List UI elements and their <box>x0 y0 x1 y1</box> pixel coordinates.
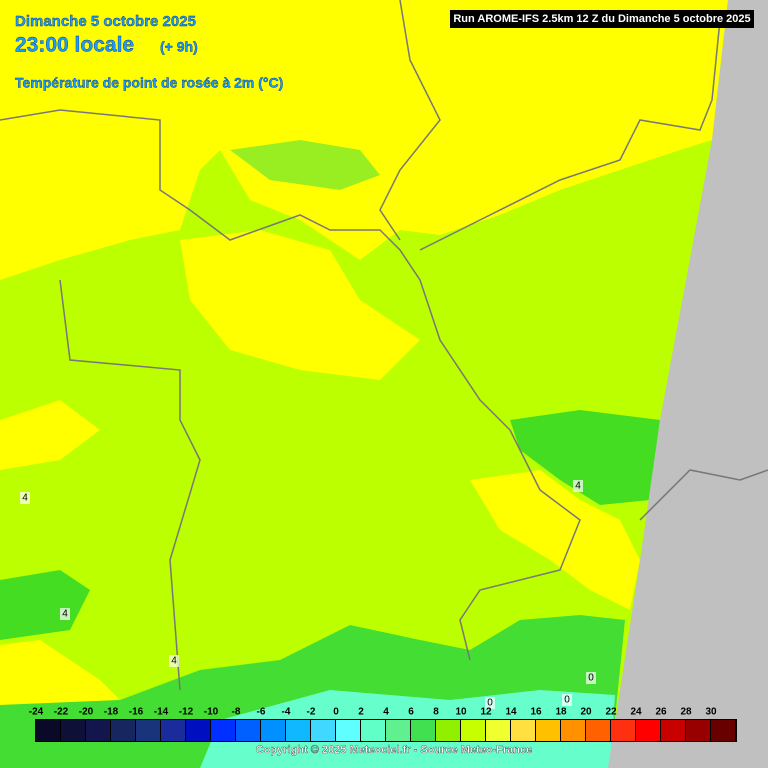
contour-label-bg <box>573 480 583 492</box>
legend-swatch <box>61 720 85 741</box>
contour-label: 0 <box>487 698 493 709</box>
legend-label: -12 <box>179 707 194 718</box>
legend-label: 4 <box>383 707 389 718</box>
legend-label: -10 <box>204 707 219 718</box>
contour-label: 4 <box>62 609 68 620</box>
legend-swatch <box>586 720 610 741</box>
legend-label: -24 <box>29 707 44 718</box>
legend-label: 14 <box>505 707 517 718</box>
run-banner <box>450 10 754 28</box>
legend-label: -2 <box>307 707 316 718</box>
contour-label-bg <box>169 655 179 667</box>
yellow-area <box>470 470 640 610</box>
legend-swatch <box>686 720 710 741</box>
yellow-area <box>180 230 420 380</box>
contour-label-bg <box>60 608 70 620</box>
legend-swatch <box>161 720 185 741</box>
legend-swatch <box>236 720 260 741</box>
legend-label: 6 <box>408 707 414 718</box>
outside-domain <box>608 0 768 768</box>
legend-swatch <box>111 720 135 741</box>
legend-label: 10 <box>455 707 467 718</box>
green-area <box>0 570 90 640</box>
legend-swatch <box>186 720 210 741</box>
contour-label: 0 <box>564 695 570 706</box>
contour-label: 4 <box>22 493 28 504</box>
legend-swatch <box>636 720 660 741</box>
legend-swatch <box>561 720 585 741</box>
legend-swatch <box>361 720 385 741</box>
legend-swatch <box>711 720 735 741</box>
legend-swatch <box>536 720 560 741</box>
yellow-area <box>0 640 120 705</box>
offset: (+ 9h) <box>160 39 198 55</box>
color-legend: -24 -22 -20 -18 -16 -14 -12 -10 -8 -6 -4 -2 0 2 4 6 8 10 1… <box>29 707 737 742</box>
legend-label: 18 <box>555 707 567 718</box>
contour-label-bg <box>20 492 30 504</box>
legend-swatch <box>436 720 460 741</box>
run-info: Run AROME-IFS 2.5km 12 Z du Dimanche 5 o… <box>453 13 750 25</box>
legend-swatch <box>286 720 310 741</box>
contour-label-bg <box>562 694 572 706</box>
contour-label-bg <box>485 697 495 709</box>
legend-label: -4 <box>282 707 291 718</box>
legend-label: 12 <box>480 707 492 718</box>
contour-label: 4 <box>171 656 177 667</box>
legend-label: 8 <box>433 707 439 718</box>
copyright: Copyright © 2025 Meteociel.fr - Source M… <box>256 744 532 756</box>
field-name: Température de point de rosée à 2m (°C) <box>15 75 283 91</box>
legend-label: 2 <box>358 707 364 718</box>
legend-label: -18 <box>104 707 119 718</box>
legend-swatch <box>36 720 60 741</box>
legend-swatch <box>136 720 160 741</box>
legend-label: 22 <box>605 707 617 718</box>
contour-label-bg <box>586 672 596 684</box>
legend-label: 26 <box>655 707 667 718</box>
legend-label: 30 <box>705 707 717 718</box>
legend-label: -20 <box>79 707 94 718</box>
green-patch <box>230 140 380 190</box>
legend-swatch <box>486 720 510 741</box>
legend-label: -8 <box>232 707 241 718</box>
yellow-area <box>0 400 100 470</box>
legend-label: 0 <box>333 707 339 718</box>
borders <box>0 0 768 691</box>
contour-label: 4 <box>575 481 581 492</box>
legend-swatch <box>211 720 235 741</box>
contour-label: 0 <box>588 673 594 684</box>
yellow-area <box>0 0 728 280</box>
legend-label: 20 <box>580 707 592 718</box>
legend-label: -16 <box>129 707 144 718</box>
legend-swatch <box>461 720 485 741</box>
legend-label: 24 <box>630 707 642 718</box>
date: Dimanche 5 octobre 2025 <box>15 13 196 30</box>
title-block: Dimanche 5 octobre 2025 23:00 locale (+ … <box>15 13 284 91</box>
legend-swatch <box>386 720 410 741</box>
legend-label: 28 <box>680 707 692 718</box>
legend-swatch <box>611 720 635 741</box>
legend-label: -14 <box>154 707 169 718</box>
time: 23:00 locale <box>15 34 134 57</box>
legend-label: -6 <box>257 707 266 718</box>
legend-swatch <box>511 720 535 741</box>
contour-labels: 4 4 4 4 0 0 0 <box>20 480 596 709</box>
legend-swatch <box>86 720 110 741</box>
legend-swatch <box>336 720 360 741</box>
green-area <box>510 410 660 505</box>
legend-swatch <box>411 720 435 741</box>
legend-swatch <box>661 720 685 741</box>
legend-label: 16 <box>530 707 542 718</box>
legend-swatch <box>311 720 335 741</box>
legend-swatch <box>261 720 285 741</box>
legend-label: -22 <box>54 707 69 718</box>
